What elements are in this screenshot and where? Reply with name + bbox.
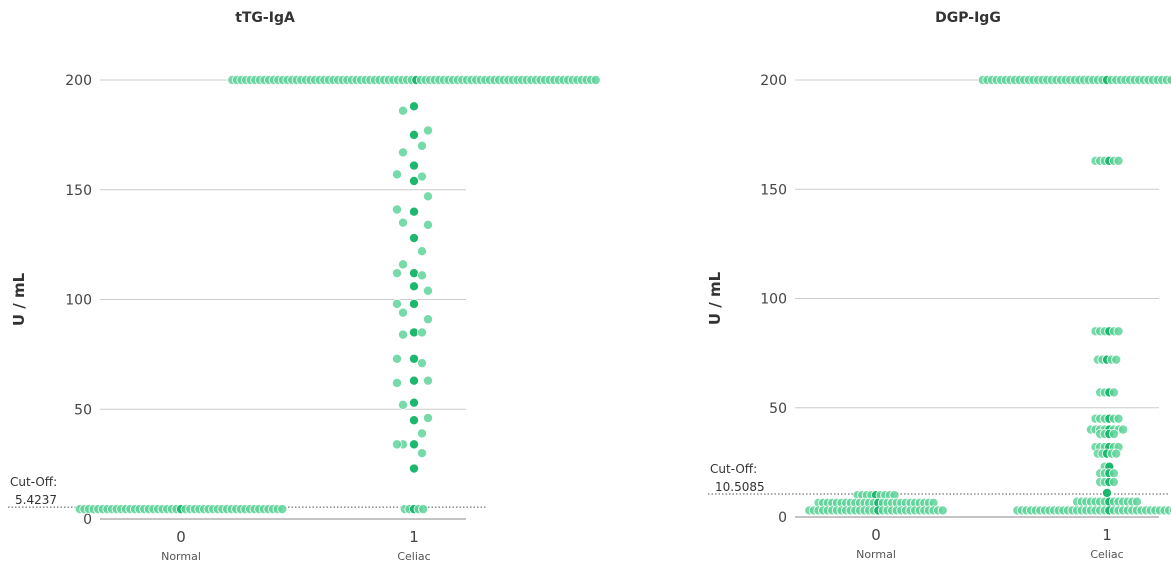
x-category-label: Normal <box>161 550 201 563</box>
x-category-label: Celiac <box>397 550 430 563</box>
data-point <box>397 217 408 228</box>
data-point <box>416 246 427 257</box>
y-tick-label: 150 <box>65 183 92 199</box>
data-point <box>391 298 402 309</box>
data-point <box>416 270 427 281</box>
data-point <box>408 129 419 140</box>
y-tick-label: 100 <box>760 292 787 308</box>
x-tick-label: 1 <box>409 528 419 546</box>
data-point <box>1113 413 1124 424</box>
data-point <box>1113 326 1124 337</box>
x-tick-label: 0 <box>176 528 186 546</box>
data-point <box>422 219 433 230</box>
data-point <box>1108 468 1119 479</box>
data-point <box>1166 75 1171 85</box>
data-point <box>391 377 402 388</box>
data-point <box>408 101 419 112</box>
data-point <box>1111 448 1122 459</box>
cutoff-value: 5.4237 <box>15 493 57 507</box>
y-tick-label: 100 <box>65 293 92 309</box>
data-point <box>397 307 408 318</box>
data-point <box>1102 487 1113 498</box>
data-point <box>1118 424 1129 435</box>
data-point <box>408 375 419 386</box>
data-point <box>1131 496 1142 507</box>
cutoff-value: 10.5085 <box>715 480 765 494</box>
data-point <box>422 314 433 325</box>
y-tick-label: 50 <box>74 402 92 418</box>
data-point <box>391 268 402 279</box>
y-tick-label: 200 <box>65 73 92 89</box>
data-point <box>408 281 419 292</box>
data-point <box>416 428 427 439</box>
cutoff-label: Cut-Off: <box>10 475 57 489</box>
data-point <box>408 415 419 426</box>
data-point <box>391 204 402 215</box>
data-point <box>416 140 427 151</box>
data-point <box>397 329 408 340</box>
data-point <box>422 285 433 296</box>
x-category-label: Normal <box>856 548 896 561</box>
data-point <box>408 175 419 186</box>
y-tick-label: 0 <box>83 512 92 528</box>
y-tick-label: 150 <box>760 182 787 198</box>
data-point <box>416 327 427 338</box>
x-category-label: Celiac <box>1090 548 1123 561</box>
chart-panel-dgp-igg: DGP-IgG 0 50 100 150 200 U / mL 0 Normal 1 Celiac C… <box>706 10 1171 561</box>
data-point <box>590 75 601 86</box>
data-point <box>408 353 419 364</box>
data-point <box>391 353 402 364</box>
data-point <box>416 171 427 182</box>
y-tick-label: 200 <box>760 73 787 89</box>
data-point <box>391 169 402 180</box>
data-point <box>397 399 408 410</box>
chart-title: DGP-IgG <box>935 10 1001 26</box>
y-axis-label: U / mL <box>10 272 28 326</box>
data-point <box>418 504 429 515</box>
data-point <box>1111 354 1122 365</box>
x-tick-label: 1 <box>1102 526 1112 544</box>
data-point <box>422 191 433 202</box>
data-point <box>408 233 419 244</box>
data-point <box>408 439 419 450</box>
chart-title: tTG-IgA <box>235 10 295 26</box>
data-point <box>408 463 419 474</box>
y-axis-label: U / mL <box>706 271 724 325</box>
data-point <box>277 504 288 515</box>
data-point <box>416 358 427 369</box>
data-point <box>397 105 408 116</box>
data-point <box>408 160 419 171</box>
data-point <box>1108 428 1119 439</box>
data-point <box>408 397 419 408</box>
data-point <box>1113 155 1124 166</box>
data-point <box>1108 477 1119 488</box>
chart-panel-ttg-iga: tTG-IgA 0 50 100 150 200 U / mL 0 Normal 1 Celiac C… <box>8 10 601 563</box>
data-point <box>397 259 408 270</box>
data-point <box>416 448 427 459</box>
data-point <box>408 206 419 217</box>
data-point <box>937 505 948 516</box>
x-tick-label: 0 <box>871 526 881 544</box>
data-point <box>422 125 433 136</box>
data-point <box>408 298 419 309</box>
data-point <box>391 439 402 450</box>
y-tick-label: 50 <box>769 401 787 417</box>
data-point <box>1108 387 1119 398</box>
data-point <box>397 147 408 158</box>
y-tick-label: 0 <box>778 510 787 526</box>
data-point <box>422 375 433 386</box>
cutoff-label: Cut-Off: <box>710 462 757 476</box>
data-point <box>422 413 433 424</box>
